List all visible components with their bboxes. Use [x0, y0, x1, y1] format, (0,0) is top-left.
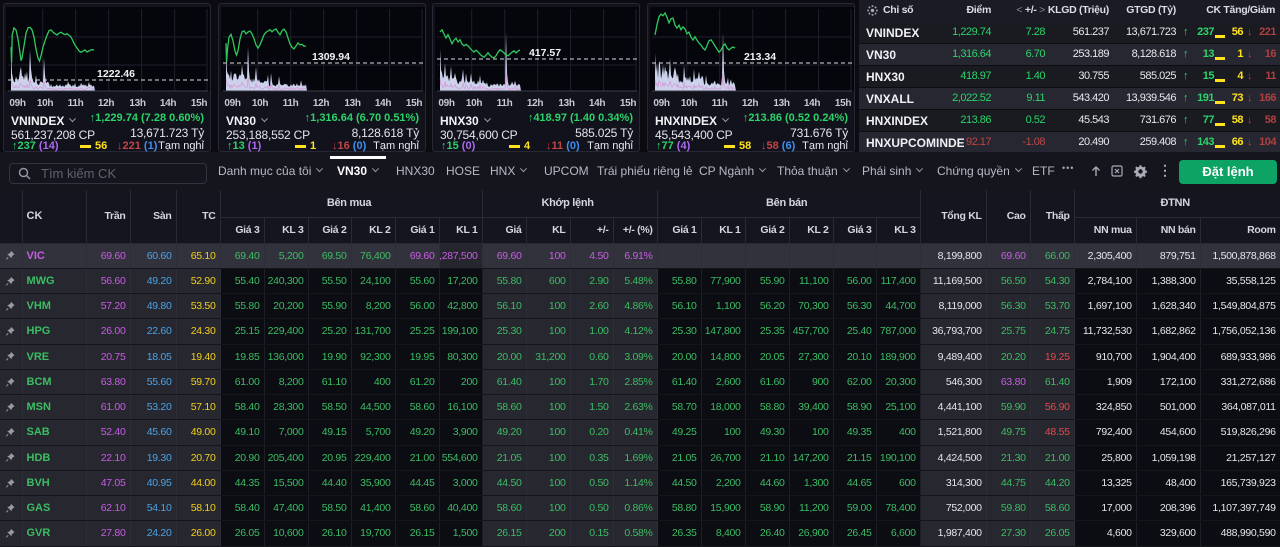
svg-text:1222.46: 1222.46 [97, 68, 135, 80]
svg-text:213.34: 213.34 [744, 51, 776, 63]
svg-text:1309.94: 1309.94 [312, 51, 350, 63]
svg-text:417.57: 417.57 [529, 47, 561, 59]
